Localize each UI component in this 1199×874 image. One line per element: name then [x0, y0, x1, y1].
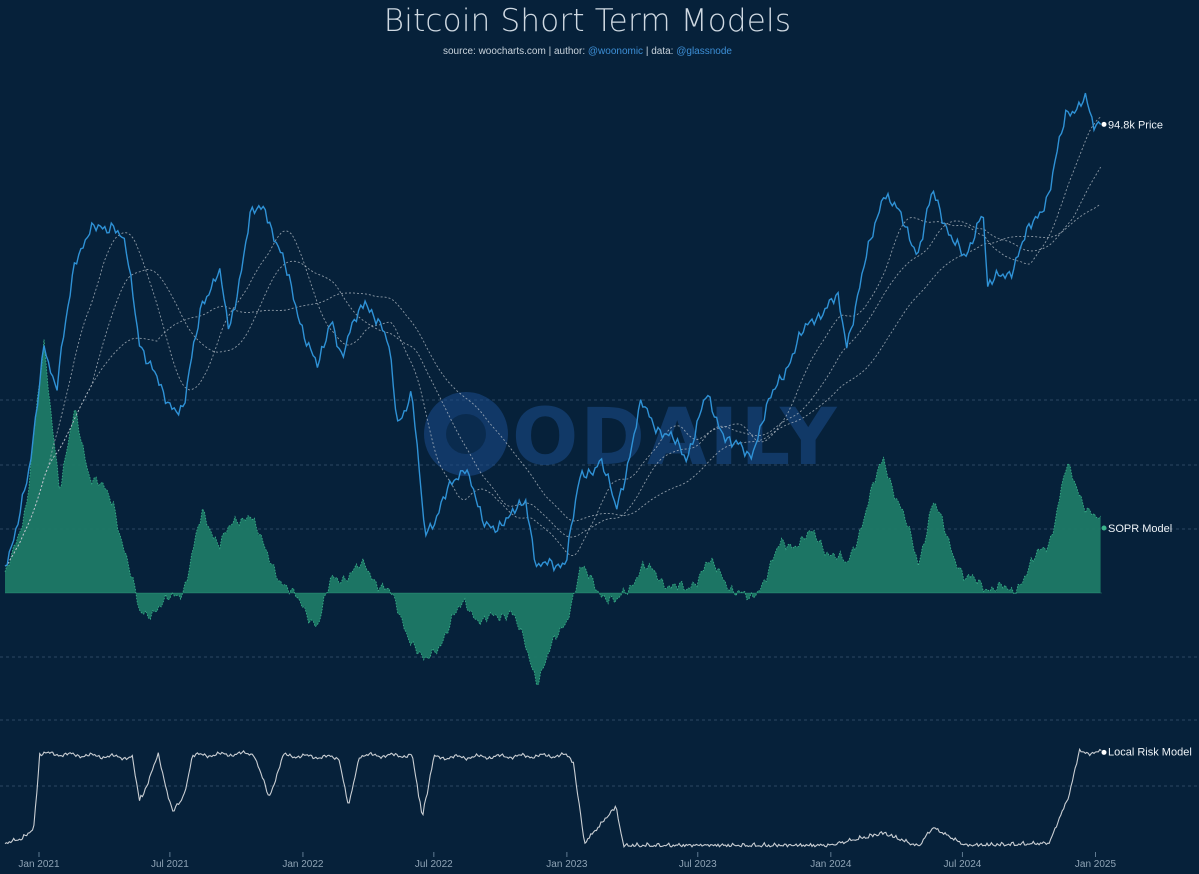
- sopr-area: [5, 339, 1101, 685]
- author-link[interactable]: @woonomic: [587, 46, 644, 57]
- risk-end-marker: [1101, 749, 1107, 755]
- watermark: ODAILY: [424, 392, 838, 483]
- risk-series: [4, 747, 1107, 849]
- watermark-text: ODAILY: [512, 393, 838, 483]
- data-link[interactable]: @glassnode: [676, 46, 732, 57]
- price-series: [4, 92, 1107, 573]
- x-tick-label-0: Jan 2021: [18, 859, 60, 870]
- source-link[interactable]: woocharts.com: [478, 46, 546, 57]
- x-tick-label-1: Jul 2021: [151, 859, 189, 870]
- risk-line: [4, 747, 1102, 849]
- chart-subtitle: source: woocharts.com | author: @woonomi…: [0, 46, 1175, 57]
- x-tick-label-4: Jan 2023: [546, 859, 588, 870]
- data-prefix: | data:: [643, 46, 677, 57]
- x-tick-label-8: Jan 2025: [1075, 859, 1117, 870]
- x-tick-label-3: Jul 2022: [415, 859, 453, 870]
- chart-title: Bitcoin Short Term Models: [383, 3, 792, 39]
- sopr-series: [4, 339, 1107, 686]
- x-tick-label-2: Jan 2022: [282, 859, 324, 870]
- price-line: [4, 92, 1102, 573]
- source-prefix: source:: [442, 46, 479, 57]
- x-axis: Jan 2021 Jul 2021 Jan 2022 Jul 2022 Jan 2023…: [18, 852, 1116, 870]
- sopr-end-label: SOPR Model: [1108, 523, 1172, 535]
- price-moving-average-2: [4, 203, 1101, 567]
- watermark-logo-hole-icon: [446, 414, 486, 454]
- price-moving-average-0: [4, 116, 1101, 567]
- author-prefix: | author:: [545, 46, 588, 57]
- sopr-line: [4, 339, 1101, 686]
- sopr-end-marker: [1101, 525, 1107, 531]
- x-tick-label-7: Jul 2024: [944, 859, 982, 870]
- x-tick-label-5: Jul 2023: [679, 859, 717, 870]
- x-tick-label-6: Jan 2024: [810, 859, 852, 870]
- end-labels: 94.8k Price SOPR Model Local Risk Model: [1108, 119, 1192, 758]
- price-end-label: 94.8k Price: [1108, 119, 1163, 131]
- price-moving-average-1: [4, 166, 1101, 567]
- risk-end-label: Local Risk Model: [1108, 746, 1192, 758]
- price-end-marker: [1101, 121, 1107, 127]
